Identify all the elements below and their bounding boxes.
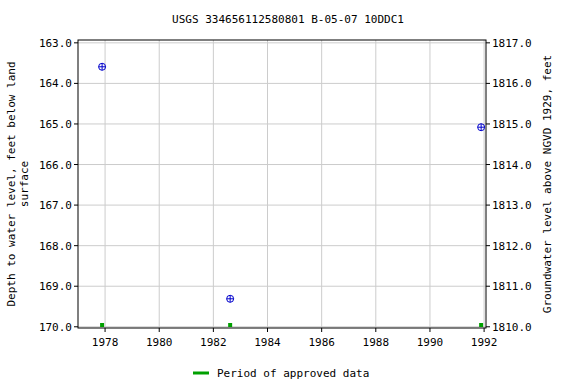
marker-plus <box>478 124 485 131</box>
tick <box>486 83 490 84</box>
legend-swatch <box>193 372 209 375</box>
x-tick-label: 1984 <box>254 336 281 349</box>
x-tick-label: 1988 <box>363 336 390 349</box>
tick <box>321 328 322 332</box>
x-tick-label: 1978 <box>92 336 119 349</box>
y-tick-label: 168.0 <box>39 240 72 253</box>
tick <box>486 164 490 165</box>
plot-frame <box>78 40 486 328</box>
grid-line <box>78 326 486 327</box>
tick <box>267 328 268 332</box>
tick <box>429 328 430 332</box>
x-tick-label: 1980 <box>146 336 173 349</box>
tick <box>74 245 78 246</box>
x-tick-label: 1986 <box>308 336 335 349</box>
y2-tick-label: 1813.0 <box>492 199 532 212</box>
y2-tick-label: 1816.0 <box>492 77 532 90</box>
x-tick-label: 1990 <box>417 336 444 349</box>
tick <box>74 83 78 84</box>
legend-label: Period of approved data <box>217 367 369 380</box>
grid-line <box>78 286 486 287</box>
grid-line <box>78 164 486 165</box>
y2-axis-label: Groundwater level above NGVD 1929, feet <box>541 55 554 313</box>
background <box>0 0 576 384</box>
tick <box>105 328 106 332</box>
y-tick-label: 165.0 <box>39 118 72 131</box>
tick <box>74 286 78 287</box>
y2-tick-label: 1814.0 <box>492 159 532 172</box>
tick <box>159 328 160 332</box>
data-point <box>478 124 485 131</box>
x-tick-label: 1982 <box>200 336 227 349</box>
tick <box>486 245 490 246</box>
marker-plus <box>99 63 106 70</box>
y2-tick-label: 1817.0 <box>492 37 532 50</box>
tick <box>486 123 490 124</box>
y2-tick-label: 1812.0 <box>492 240 532 253</box>
grid-line <box>78 245 486 246</box>
grid-line <box>78 83 486 84</box>
y2-tick-label: 1810.0 <box>492 321 532 334</box>
tick <box>74 164 78 165</box>
tick <box>486 326 490 327</box>
tick <box>486 205 490 206</box>
y-axis-label: Depth to water level, feet below land <box>5 61 18 306</box>
approved-period <box>479 323 483 327</box>
tick <box>486 286 490 287</box>
grid-line <box>78 123 486 124</box>
tick <box>213 328 214 332</box>
tick <box>486 42 490 43</box>
chart: USGS 334656112580801 B-05-07 10DDC1 1978 1… <box>0 0 576 384</box>
y-tick-label: 169.0 <box>39 280 72 293</box>
marker-circle <box>99 63 106 70</box>
data-point <box>227 295 234 302</box>
tick <box>74 326 78 327</box>
tick <box>484 328 485 332</box>
plot-data <box>99 63 485 327</box>
y-tick-label: 163.0 <box>39 37 72 50</box>
y2-tick-label: 1811.0 <box>492 280 532 293</box>
y-tick-label: 170.0 <box>39 321 72 334</box>
approved-period <box>100 323 104 327</box>
y-tick-label: 166.0 <box>39 159 72 172</box>
tick <box>74 205 78 206</box>
y-tick-label: 167.0 <box>39 199 72 212</box>
marker-circle <box>478 124 485 131</box>
tick <box>375 328 376 332</box>
grid-line <box>78 205 486 206</box>
marker-plus <box>227 295 234 302</box>
y-axis-label: surface <box>18 161 31 207</box>
data-point <box>99 63 106 70</box>
tick <box>74 42 78 43</box>
marker-circle <box>227 295 234 302</box>
tick <box>74 123 78 124</box>
y2-tick-label: 1815.0 <box>492 118 532 131</box>
title: USGS 334656112580801 B-05-07 10DDC1 <box>172 13 404 26</box>
approved-period <box>228 323 232 327</box>
y-tick-label: 164.0 <box>39 77 72 90</box>
x-tick-label: 1992 <box>471 336 498 349</box>
grid-line <box>78 42 486 43</box>
